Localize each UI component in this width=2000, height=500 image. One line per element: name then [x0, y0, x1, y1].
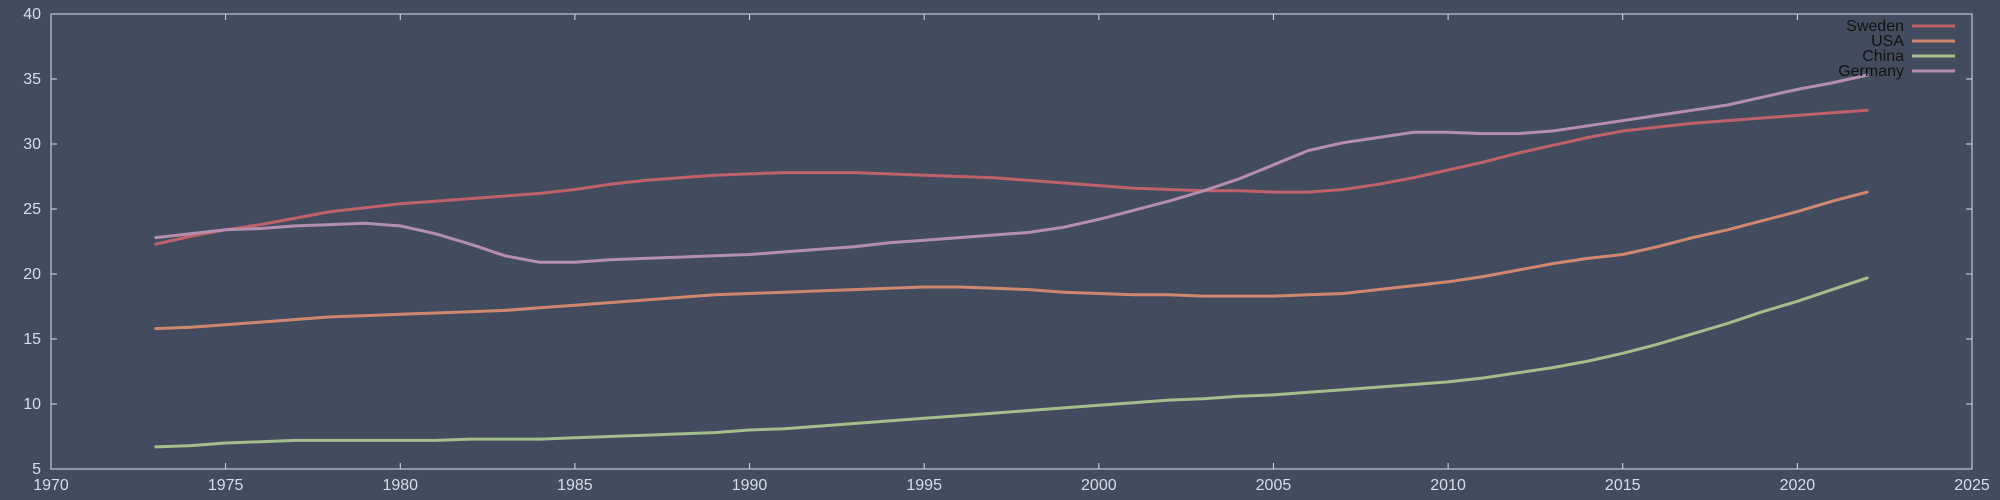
- x-tick-label: 1980: [382, 477, 418, 494]
- y-tick-label: 20: [23, 266, 41, 283]
- series-line-sweden: [154, 108, 1869, 246]
- x-tick-label: 1970: [33, 477, 69, 494]
- series-lines: [154, 73, 1869, 449]
- y-tick-label: 25: [23, 201, 41, 218]
- x-tick-label: 2025: [1954, 477, 1990, 494]
- series-line-germany: [154, 73, 1869, 264]
- legend-label-germany: Germany: [1838, 63, 1904, 80]
- y-tick-label: 30: [23, 136, 41, 153]
- x-tick-label: 1990: [732, 477, 768, 494]
- x-tick-label: 1995: [906, 477, 942, 494]
- y-tick-label: 10: [23, 396, 41, 413]
- x-tick-label: 2020: [1780, 477, 1816, 494]
- y-tick-label: 35: [23, 71, 41, 88]
- x-tick-label: 1975: [208, 477, 244, 494]
- series-line-usa: [154, 190, 1869, 331]
- x-tick-label: 2005: [1256, 477, 1292, 494]
- y-tick-label: 15: [23, 331, 41, 348]
- y-tick-label: 40: [23, 6, 41, 23]
- x-tick-label: 1985: [557, 477, 593, 494]
- x-tick-label: 2010: [1430, 477, 1466, 494]
- axis-ticks: 1970 1975 1980 1985 1990 1995 2000 2005 2010 2015…: [23, 6, 1990, 494]
- legend-label-china: China: [1862, 48, 1904, 65]
- x-tick-label: 2000: [1081, 477, 1117, 494]
- y-tick-label: 5: [32, 461, 41, 478]
- x-tick-label: 2015: [1605, 477, 1641, 494]
- series-line-china: [154, 276, 1869, 449]
- plot-area: [50, 13, 1973, 470]
- legend-label-sweden: Sweden: [1846, 18, 1904, 35]
- legend-label-usa: USA: [1871, 33, 1904, 50]
